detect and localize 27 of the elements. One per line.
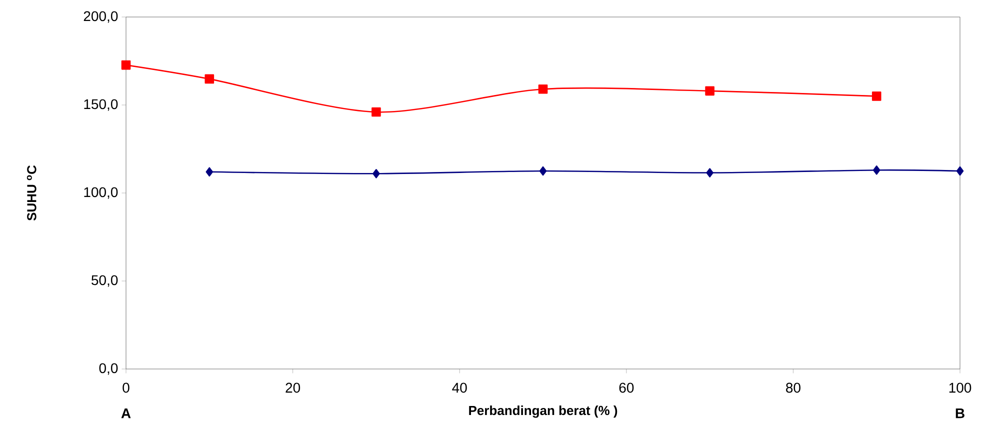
x-tick-label: 0 <box>122 382 130 393</box>
x-tick-label: 60 <box>619 382 634 393</box>
y-axis-title: SUHU $^{o}$C <box>26 165 36 221</box>
x-axis-title: Perbandingan berat (% ) <box>469 406 618 418</box>
x-tick-label: 20 <box>286 382 300 393</box>
point <box>121 60 131 70</box>
y-tick-label: 100,0 <box>84 187 118 199</box>
point <box>204 74 214 84</box>
point <box>372 107 381 117</box>
y-tick-label: 200,0 <box>84 11 118 23</box>
y-tick-label: 0,0 <box>99 363 118 375</box>
x-tick-label: 100 <box>949 382 972 393</box>
y-tick-label: 50,0 <box>92 275 118 287</box>
point <box>538 84 548 94</box>
point <box>539 166 547 176</box>
point <box>956 166 964 176</box>
point <box>872 92 882 101</box>
point <box>705 86 714 96</box>
y-tick-label: 150,0 <box>84 99 118 111</box>
text: A <box>121 408 131 418</box>
point <box>872 165 880 175</box>
x-tick-label: 80 <box>786 382 800 393</box>
text: B <box>956 408 964 418</box>
x-tick-label: 40 <box>452 382 467 393</box>
point <box>706 168 714 178</box>
point <box>206 167 214 177</box>
point <box>372 168 380 178</box>
